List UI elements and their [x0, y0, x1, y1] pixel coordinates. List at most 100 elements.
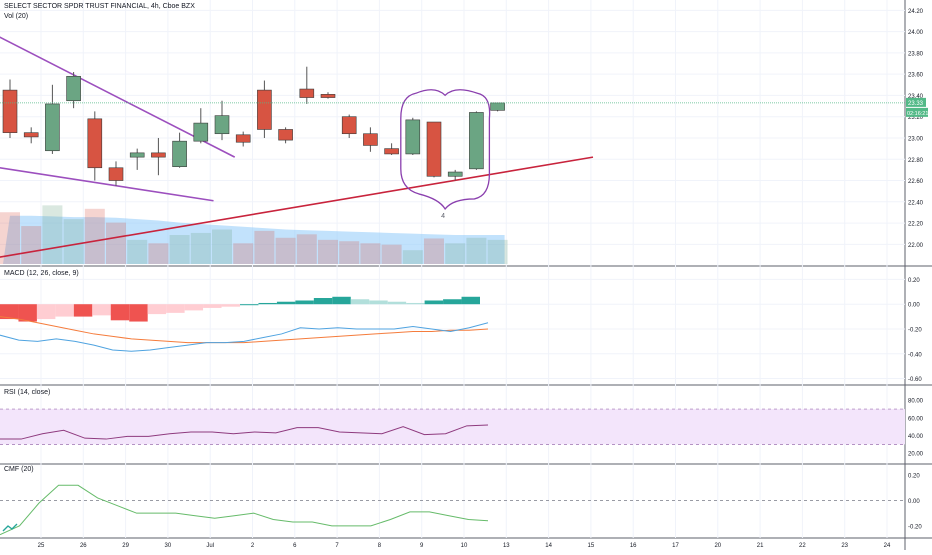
time-label: 21: [757, 543, 764, 549]
time-label: 22: [799, 543, 806, 549]
macd-histogram-bar: [350, 299, 370, 305]
time-label: 30: [165, 543, 172, 549]
candle-body: [214, 115, 230, 135]
price-tick-label: 22.40: [908, 200, 924, 206]
macd-histogram-bar: [203, 304, 222, 308]
time-label: 20: [714, 543, 721, 549]
time-label: 10: [461, 543, 468, 549]
time-label: 25: [38, 543, 45, 549]
volume-bar: [42, 205, 63, 264]
candle-body: [151, 152, 166, 158]
macd-histogram-bar: [295, 300, 314, 305]
price-tick-label: 23.20: [908, 115, 924, 121]
macd-tick-label: -0.20: [908, 327, 922, 333]
volume-bar: [339, 241, 360, 264]
volume-bar: [212, 229, 232, 264]
candle-body: [172, 140, 187, 168]
macd-signal-line: [0, 316, 489, 344]
volume-bar: [275, 237, 296, 264]
candle-body: [45, 103, 60, 152]
time-label: 23: [841, 543, 848, 549]
macd-histogram-bar: [18, 304, 37, 322]
price-tick-label: 23.40: [908, 94, 924, 100]
last-price-label: 23.33: [908, 101, 924, 107]
highlight-bracket: [400, 89, 491, 211]
snapshot-icon[interactable]: [2, 521, 18, 535]
volume-bar: [169, 235, 190, 264]
rsi-band: [0, 409, 905, 445]
price-tick-label: 24.20: [908, 9, 924, 15]
candle-body: [320, 94, 336, 98]
volume-bar: [84, 208, 105, 264]
candle-body: [66, 75, 81, 102]
time-label: 14: [545, 543, 552, 549]
volume-bar: [296, 234, 317, 264]
candle-body: [235, 134, 251, 143]
cmf-title: CMF (20): [4, 466, 34, 473]
candle-body: [490, 102, 505, 111]
volume-bar: [487, 239, 508, 264]
volume-bar: [233, 243, 254, 264]
volume-bar: [63, 219, 84, 264]
price-tick-label: 22.00: [908, 243, 924, 249]
macd-title: MACD (12, 26, close, 9): [4, 270, 79, 277]
time-label: 24: [884, 543, 891, 549]
rsi-tick-label: 60.00: [908, 416, 924, 422]
macd-histogram-bar: [258, 302, 277, 305]
volume-bar: [190, 232, 211, 264]
macd-histogram-bar: [110, 304, 130, 321]
pane-macd-bg: [0, 268, 905, 383]
candle-body: [23, 132, 39, 138]
candle-body: [193, 122, 209, 142]
volume-bar: [445, 243, 466, 264]
macd-histogram-bar: [129, 304, 148, 322]
time-label: 6: [293, 543, 297, 549]
macd-tick-label: 0.00: [908, 303, 920, 309]
macd-histogram-bar: [369, 300, 388, 305]
macd-histogram-bar: [387, 301, 407, 305]
volume-ma-area: [3, 215, 505, 264]
time-label: 16: [630, 543, 637, 549]
candle-body: [87, 118, 103, 169]
candle-body: [278, 129, 293, 141]
macd-line: [0, 322, 489, 352]
time-label: 15: [588, 543, 595, 549]
time-label: 2: [251, 543, 255, 549]
rsi-tick-label: 40.00: [908, 434, 924, 440]
countdown-label: 02:16:21: [907, 111, 928, 117]
trendline-up-trend: [0, 156, 594, 258]
volume-title: Vol (20): [4, 13, 29, 20]
volume-bar: [127, 239, 148, 264]
macd-histogram-bar: [147, 304, 167, 315]
macd-histogram-bar: [332, 296, 351, 305]
rsi-line: [0, 424, 489, 440]
volume-bar: [106, 222, 126, 264]
macd-histogram-bar: [92, 304, 111, 316]
price-tick-label: 22.60: [908, 179, 924, 185]
volume-bar: [148, 243, 169, 264]
trendline-lower-down-trend: [0, 167, 214, 202]
last-price-badge: [906, 97, 926, 107]
volume-bar: [318, 239, 338, 264]
time-label: 9: [420, 543, 424, 549]
countdown-badge: [906, 107, 928, 117]
macd-histogram-bar: [166, 304, 185, 313]
cmf-tick-label: -0.20: [908, 524, 922, 530]
macd-histogram-bar: [184, 304, 204, 311]
candle-body: [257, 89, 272, 130]
candle-body: [341, 116, 357, 135]
macd-histogram-bar: [55, 304, 74, 317]
time-label: 7: [335, 543, 339, 549]
rsi-tick-label: 80.00: [908, 399, 924, 405]
macd-histogram-bar: [461, 296, 480, 305]
macd-histogram-bar: [443, 299, 462, 305]
candle-body: [469, 112, 484, 170]
time-label: 8: [378, 543, 382, 549]
price-tick-label: 22.20: [908, 222, 924, 228]
macd-histogram-bar: [36, 304, 56, 320]
price-tick-label: 24.00: [908, 30, 924, 36]
macd-tick-label: 0.20: [908, 278, 920, 284]
candle-body: [299, 88, 315, 98]
